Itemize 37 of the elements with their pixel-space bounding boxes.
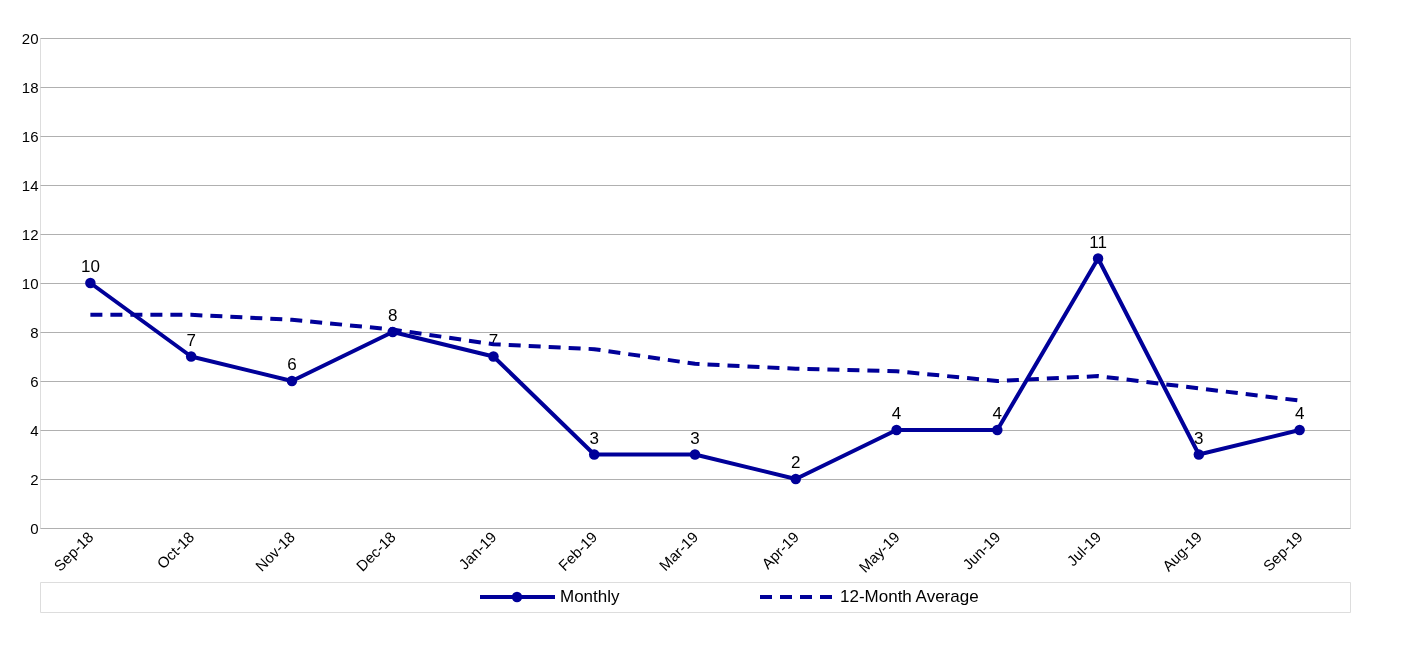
data-label: 8 — [387, 306, 398, 325]
point — [992, 424, 1003, 436]
point — [588, 449, 600, 460]
point — [891, 424, 902, 436]
legend-label: Monthly — [560, 587, 621, 606]
data-label: 4 — [1294, 404, 1305, 423]
y-tick-label: 18 — [21, 78, 39, 96]
data-label: 2 — [791, 453, 801, 472]
y-tick-label: 6 — [30, 372, 39, 390]
data-label: 4 — [992, 404, 1003, 423]
point — [1294, 424, 1305, 436]
point — [790, 473, 802, 485]
y-tick-label: 14 — [21, 176, 39, 194]
data-label: 3 — [690, 428, 700, 448]
data-label: 6 — [287, 355, 297, 374]
y-tick-label: 2 — [30, 470, 39, 488]
point — [1193, 449, 1205, 460]
y-tick-label: 8 — [30, 323, 39, 341]
data-label: 4 — [891, 404, 902, 423]
data-label: 3 — [589, 428, 599, 448]
data-label: 3 — [1194, 428, 1204, 448]
point — [488, 351, 499, 362]
data-label: 7 — [186, 330, 196, 350]
point — [286, 375, 298, 387]
point — [1092, 253, 1104, 264]
legend-label: 12-Month Average — [840, 587, 979, 606]
y-tick-label: 16 — [21, 127, 39, 145]
point — [85, 277, 96, 289]
y-tick-label: 10 — [21, 274, 39, 292]
point — [185, 351, 197, 362]
y-tick-label: 4 — [30, 421, 39, 439]
data-label: 11 — [1089, 232, 1107, 252]
y-tick-label: 0 — [30, 519, 39, 537]
y-tick-label: 20 — [21, 29, 39, 47]
y-tick-label: 12 — [21, 225, 39, 243]
point — [689, 449, 701, 460]
data-label: 10 — [80, 257, 100, 276]
